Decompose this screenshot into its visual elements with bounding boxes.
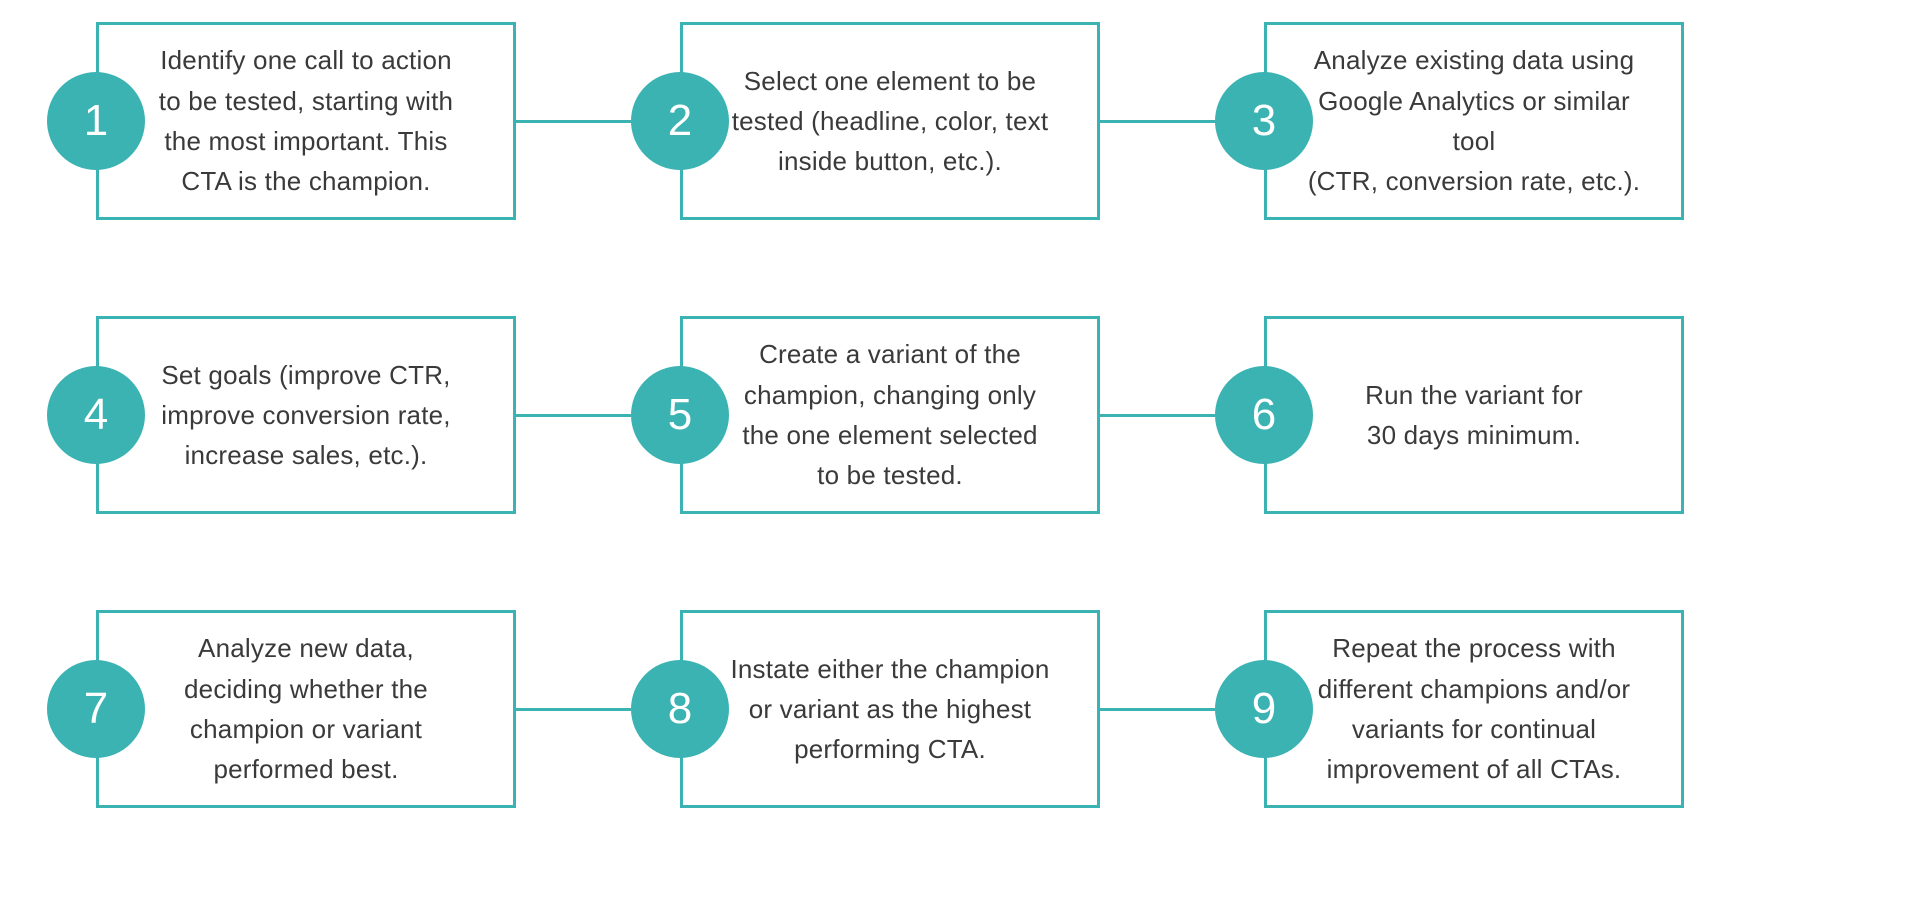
connector-5-6 — [1100, 414, 1215, 417]
connector-1-2 — [516, 120, 631, 123]
step-box-8: Instate either the champion or variant a… — [680, 610, 1100, 808]
step-text-1: Identify one call to action to be tested… — [99, 25, 513, 217]
flowchart-canvas: Identify one call to action to be tested… — [0, 0, 1919, 922]
step-box-9: Repeat the process with different champi… — [1264, 610, 1684, 808]
step-box-5: Create a variant of the champion, changi… — [680, 316, 1100, 514]
connector-7-8 — [516, 708, 631, 711]
step-text-2: Select one element to be tested (headlin… — [683, 25, 1097, 217]
step-number-circle-5: 5 — [631, 366, 729, 464]
step-text-8: Instate either the champion or variant a… — [683, 613, 1097, 805]
connector-4-5 — [516, 414, 631, 417]
step-text-3: Analyze existing data using Google Analy… — [1267, 25, 1681, 217]
step-box-4: Set goals (improve CTR, improve conversi… — [96, 316, 516, 514]
step-number-circle-2: 2 — [631, 72, 729, 170]
step-text-7: Analyze new data, deciding whether the c… — [99, 613, 513, 805]
step-text-9: Repeat the process with different champi… — [1267, 613, 1681, 805]
step-number-circle-4: 4 — [47, 366, 145, 464]
step-number-circle-3: 3 — [1215, 72, 1313, 170]
step-box-6: Run the variant for 30 days minimum. — [1264, 316, 1684, 514]
step-box-2: Select one element to be tested (headlin… — [680, 22, 1100, 220]
step-number-circle-9: 9 — [1215, 660, 1313, 758]
step-box-3: Analyze existing data using Google Analy… — [1264, 22, 1684, 220]
step-number-circle-1: 1 — [47, 72, 145, 170]
connector-2-3 — [1100, 120, 1215, 123]
step-number-circle-6: 6 — [1215, 366, 1313, 464]
step-number-circle-7: 7 — [47, 660, 145, 758]
step-text-4: Set goals (improve CTR, improve conversi… — [99, 319, 513, 511]
step-box-1: Identify one call to action to be tested… — [96, 22, 516, 220]
connector-8-9 — [1100, 708, 1215, 711]
step-box-7: Analyze new data, deciding whether the c… — [96, 610, 516, 808]
step-number-circle-8: 8 — [631, 660, 729, 758]
step-text-5: Create a variant of the champion, changi… — [683, 319, 1097, 511]
step-text-6: Run the variant for 30 days minimum. — [1267, 319, 1681, 511]
